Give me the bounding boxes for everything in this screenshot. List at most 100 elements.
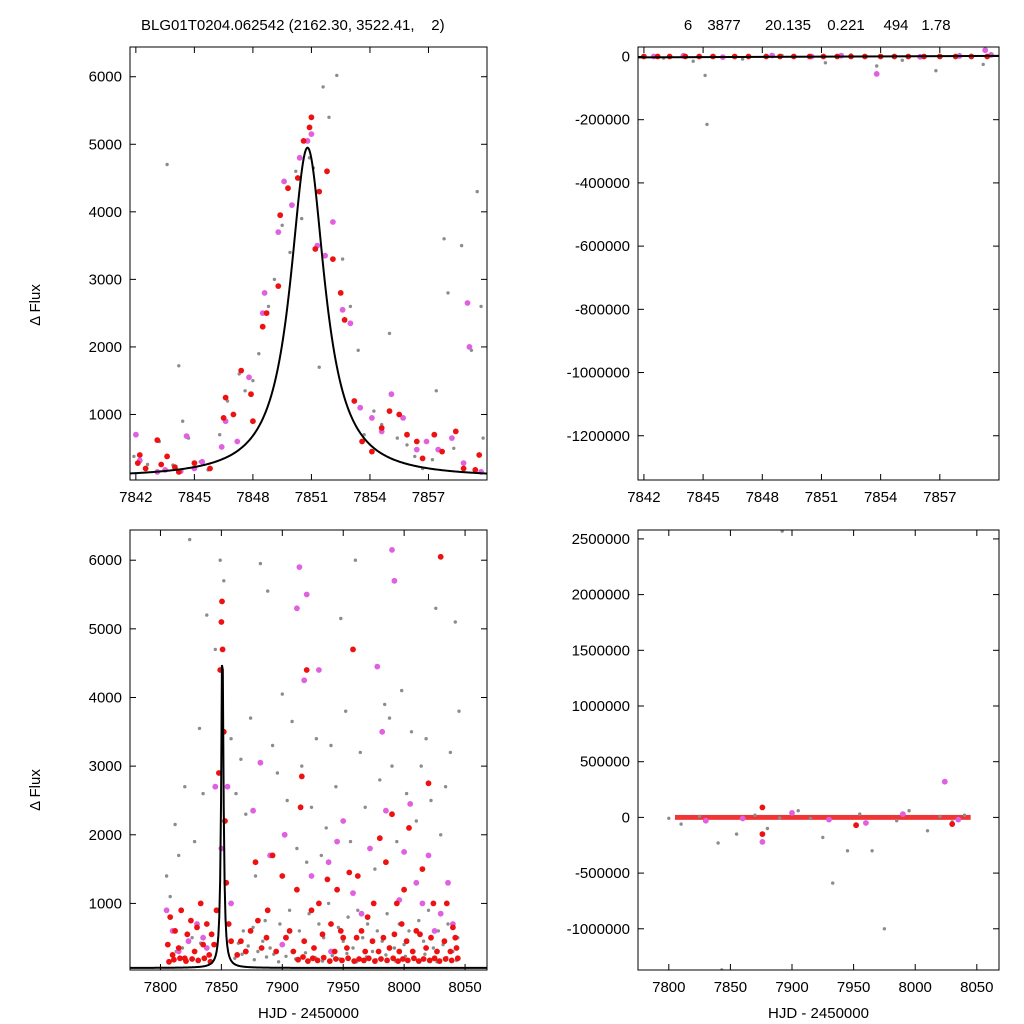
- data-point-red: [301, 938, 308, 945]
- plot-frame: [637, 529, 1000, 971]
- data-point-gray: [351, 946, 355, 950]
- data-point-gray: [278, 922, 282, 926]
- data-point-gray: [314, 737, 319, 741]
- y-tick-label: 5000: [89, 136, 122, 153]
- data-point-gray: [405, 443, 409, 447]
- data-point-gray: [266, 304, 271, 309]
- data-point-gray: [453, 620, 457, 624]
- data-point-magenta: [466, 344, 473, 350]
- data-point-magenta: [350, 890, 356, 896]
- x-tick-label: 7845: [686, 489, 719, 506]
- x-tick-label: 7950: [837, 979, 870, 996]
- data-point-red: [393, 900, 400, 907]
- y-tick-label: 5000: [89, 621, 122, 638]
- x-tick-label: 7800: [144, 979, 177, 996]
- data-point-gray: [317, 365, 321, 369]
- data-point-red: [351, 398, 358, 404]
- data-point-magenta: [449, 435, 455, 441]
- data-point-gray: [375, 929, 379, 933]
- data-point-red: [316, 188, 323, 195]
- x-tick-label: 7950: [327, 979, 360, 996]
- data-point-gray: [248, 716, 253, 720]
- param-2: 3877: [707, 17, 740, 34]
- data-point-gray: [384, 953, 388, 957]
- data-point-red: [300, 138, 307, 144]
- data-point-gray: [300, 764, 304, 768]
- data-point-red: [442, 956, 449, 962]
- data-point-red: [273, 948, 280, 955]
- data-point-gray: [796, 809, 800, 813]
- y-tick-label: -1000000: [567, 365, 630, 382]
- data-point-red: [376, 835, 383, 842]
- data-point-gray: [429, 798, 433, 803]
- plot-area: [130, 73, 487, 475]
- data-point-red: [396, 948, 403, 955]
- x-tick-label: 7845: [178, 489, 211, 506]
- data-point-red: [297, 804, 304, 811]
- data-point-gray: [348, 304, 353, 309]
- data-point-red: [378, 425, 385, 431]
- x-tick-label: 7850: [205, 979, 238, 996]
- data-point-gray: [419, 764, 423, 768]
- panel-top-left: 7842 7845 7848 7851 7854 7857 1000 2000 3000 4000…: [27, 46, 488, 506]
- y-tick-label: 2500000: [572, 531, 630, 548]
- data-point-red: [447, 948, 454, 955]
- y-tick-label: -600000: [575, 238, 630, 255]
- data-point-red: [314, 957, 321, 964]
- data-point-red: [417, 931, 423, 938]
- x-tick-label: 7854: [353, 489, 386, 506]
- data-point-magenta: [357, 404, 364, 411]
- data-point-red: [398, 921, 405, 927]
- data-point-magenta: [423, 438, 430, 445]
- data-point-red: [195, 957, 202, 964]
- data-point-red: [283, 934, 289, 941]
- data-point-gray: [300, 216, 304, 221]
- data-point-gray: [402, 942, 406, 947]
- data-point-magenta: [379, 728, 386, 735]
- data-point-red: [290, 948, 297, 955]
- data-point-gray: [201, 791, 205, 796]
- data-point-gray: [218, 558, 222, 562]
- data-point-gray: [385, 912, 389, 916]
- data-point-red: [188, 917, 194, 924]
- y-tick-label: 0: [622, 48, 630, 65]
- data-point-gray: [253, 874, 258, 878]
- data-point-red: [308, 114, 315, 121]
- data-point-red: [472, 467, 479, 473]
- x-tick-label: 7800: [652, 979, 685, 996]
- data-point-red: [450, 924, 456, 931]
- data-point-magenta: [289, 202, 295, 209]
- data-point-gray: [339, 616, 343, 621]
- data-point-magenta: [826, 816, 832, 823]
- data-point-gray: [475, 189, 479, 194]
- plot-frame: [637, 46, 1000, 481]
- y-axis-title: Δ Flux: [27, 769, 44, 811]
- x-tick-label: 8050: [960, 979, 993, 996]
- data-point-red: [326, 958, 333, 964]
- data-point-red: [238, 367, 245, 374]
- data-point-gray: [334, 785, 338, 789]
- data-point-gray: [387, 331, 392, 336]
- y-tick-label: -1200000: [567, 428, 630, 445]
- data-point-red: [207, 465, 213, 472]
- data-point-gray: [390, 764, 394, 768]
- data-point-magenta: [955, 816, 962, 823]
- data-point-red: [167, 914, 174, 920]
- data-point-red: [337, 928, 344, 934]
- data-point-magenta: [163, 907, 170, 914]
- model-curve: [130, 146, 487, 475]
- data-point-red: [178, 907, 185, 914]
- data-point-gray: [183, 785, 187, 789]
- data-point-gray: [284, 954, 288, 958]
- data-point-gray: [309, 805, 314, 809]
- data-point-gray: [962, 813, 967, 817]
- data-point-magenta: [437, 910, 444, 917]
- data-point-gray: [395, 839, 399, 844]
- data-point-magenta: [339, 306, 346, 313]
- data-point-red: [252, 859, 259, 866]
- panel-bottom-left: 7800 7850 7900 7950 8000 8050 1000 2000 3000 4000…: [27, 529, 488, 1022]
- data-point-red: [213, 907, 220, 914]
- plot-area: [130, 537, 487, 969]
- data-point-gray: [252, 958, 256, 962]
- data-point-red: [375, 948, 382, 955]
